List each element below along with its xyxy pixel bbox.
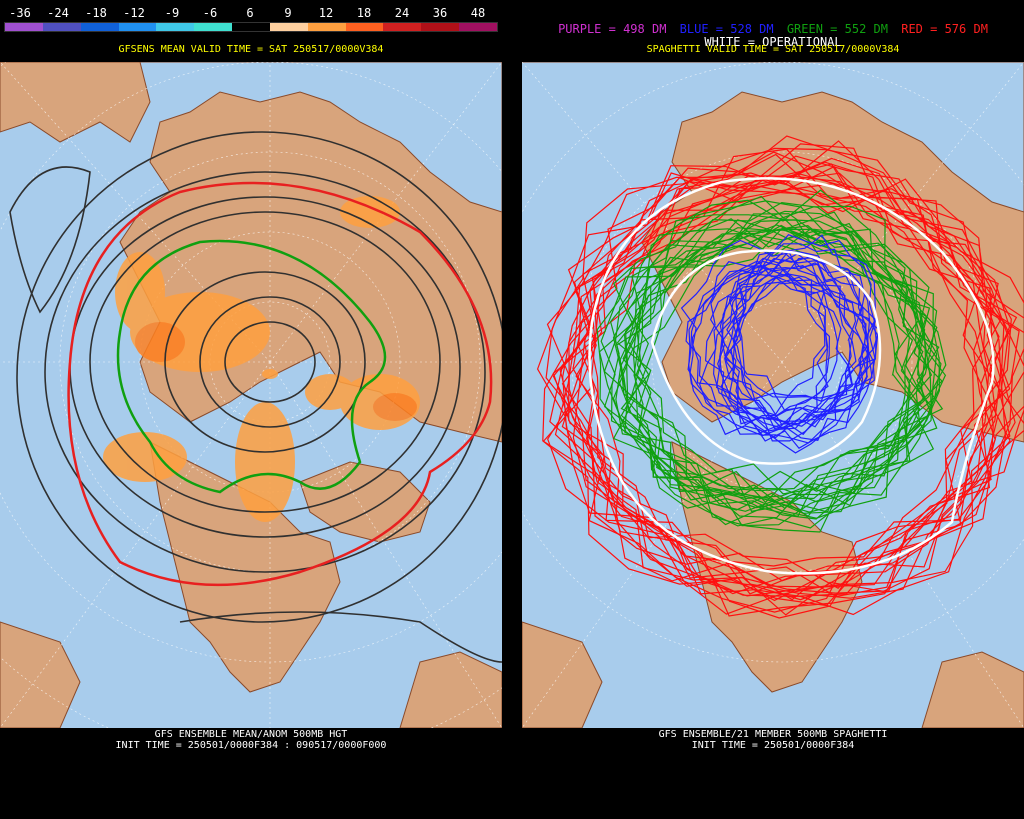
- scale-tick: -36: [9, 6, 31, 20]
- legend-purple: PURPLE = 498 DM: [558, 22, 667, 36]
- landmasses: [0, 62, 502, 728]
- ensemble-member-contour: [728, 234, 877, 399]
- scale-swatch: [118, 23, 157, 31]
- scale-color-bar: [4, 22, 498, 32]
- ensemble-member-contour: [598, 200, 924, 504]
- scale-tick: -6: [202, 6, 218, 20]
- ensemble-member-contour: [724, 259, 871, 425]
- spaghetti-footer: GFS ENSEMBLE/21 MEMBER 500MB SPAGHETTI I…: [522, 729, 1024, 751]
- ensemble-member-contour: [732, 250, 873, 427]
- scale-swatch: [421, 23, 460, 31]
- ensemble-member-contour: [632, 201, 938, 500]
- mean-valid-time-title: GFSENS MEAN VALID TIME = SAT 250517/0000…: [118, 44, 384, 55]
- ensemble-member-contour: [612, 222, 942, 519]
- contour-576dm: [67, 181, 493, 587]
- scale-tick: 18: [356, 6, 372, 20]
- scale-tick-labels: -36 -24 -18 -12 -9 -6 6 9 12 18 24 36 48: [4, 6, 498, 22]
- scale-tick: -18: [85, 6, 107, 20]
- ensemble-member-contour: [603, 228, 920, 526]
- anomaly-color-scale: -36 -24 -18 -12 -9 -6 6 9 12 18 24 36 48: [4, 6, 498, 32]
- ensemble-member-contour: [633, 228, 947, 527]
- ensemble-member-contour: [617, 229, 940, 533]
- ensemble-member-contour: [715, 264, 854, 436]
- ensemble-member-contour: [619, 210, 938, 510]
- scale-tick: 9: [284, 6, 292, 20]
- scale-swatch: [156, 23, 195, 31]
- spaghetti-panel: PURPLE = 498 DM BLUE = 528 DM GREEN = 55…: [522, 0, 1024, 819]
- scale-tick: -24: [47, 6, 69, 20]
- ensemble-member-contour: [561, 148, 1000, 594]
- spaghetti-map: [522, 62, 1024, 728]
- ensemble-member-contour: [549, 140, 1024, 595]
- scale-tick: 12: [318, 6, 334, 20]
- spaghetti-528dm: [680, 233, 880, 454]
- ensemble-member-contour: [554, 182, 1020, 598]
- ensemble-member-contour: [596, 219, 926, 517]
- ensemble-member-contour: [552, 175, 1016, 598]
- graticule: [522, 62, 1024, 728]
- ensemble-member-contour: [612, 218, 932, 514]
- ensemble-member-contour: [689, 270, 831, 439]
- ensemble-member-contour: [542, 179, 1003, 619]
- mean-anomaly-map: [0, 62, 502, 728]
- legend-red: RED = 576 DM: [901, 22, 988, 36]
- scale-swatch: [232, 23, 270, 31]
- mean-footer-title: GFS ENSEMBLE MEAN/ANOM 500MB HGT: [154, 729, 348, 740]
- ensemble-member-contour: [559, 157, 1012, 582]
- scale-swatch: [194, 23, 233, 31]
- scale-swatch: [307, 23, 346, 31]
- contour-legend: PURPLE = 498 DM BLUE = 528 DM GREEN = 55…: [522, 22, 1024, 36]
- scale-tick: 24: [394, 6, 410, 20]
- operational-contours: [588, 177, 995, 575]
- operational-legend: WHITE = OPERATIONAL: [704, 35, 842, 49]
- scale-swatch: [42, 23, 81, 31]
- mean-footer-init-time: INIT TIME = 250501/0000F384 : 090517/000…: [115, 740, 387, 751]
- scale-tick: 6: [246, 6, 254, 20]
- spaghetti-552dm: [596, 189, 947, 533]
- legend-green: GREEN = 552 DM: [786, 22, 888, 36]
- ensemble-member-contour: [547, 165, 1009, 617]
- ensemble-member-contour: [620, 227, 943, 520]
- scale-tick: 36: [432, 6, 448, 20]
- scale-swatch: [80, 23, 119, 31]
- ensemble-member-contour: [720, 282, 869, 454]
- spaghetti-footer-title: GFS ENSEMBLE/21 MEMBER 500MB SPAGHETTI: [658, 729, 888, 740]
- ensemble-member-contour: [688, 260, 829, 435]
- scale-swatch: [5, 23, 43, 31]
- panel-divider: [502, 0, 522, 819]
- ensemble-member-contour: [609, 195, 920, 492]
- ensemble-member-contour: [615, 219, 924, 513]
- scale-swatch: [345, 23, 384, 31]
- ensemble-member-contour: [562, 173, 1024, 595]
- scale-swatch: [459, 23, 497, 31]
- ensemble-member-contour: [572, 155, 1011, 597]
- scale-tick: -12: [123, 6, 145, 20]
- ensemble-mean-panel: -36 -24 -18 -12 -9 -6 6 9 12 18 24 36 48…: [0, 0, 502, 819]
- ensemble-member-contour: [600, 226, 921, 513]
- legend-blue: BLUE = 528 DM: [679, 22, 774, 36]
- ensemble-member-contour: [622, 213, 941, 512]
- ensemble-member-contour: [704, 253, 857, 428]
- scale-tick: 48: [470, 6, 486, 20]
- scale-swatch: [383, 23, 422, 31]
- spaghetti-valid-time-title: SPAGHETTI VALID TIME = SAT 250517/0000V3…: [646, 44, 900, 55]
- contour-552dm: [116, 239, 387, 494]
- scale-tick: -9: [164, 6, 180, 20]
- mean-footer: GFS ENSEMBLE MEAN/ANOM 500MB HGT INIT TI…: [0, 729, 502, 751]
- scale-swatch: [269, 23, 308, 31]
- spaghetti-footer-init-time: INIT TIME = 250501/0000F384: [691, 740, 855, 751]
